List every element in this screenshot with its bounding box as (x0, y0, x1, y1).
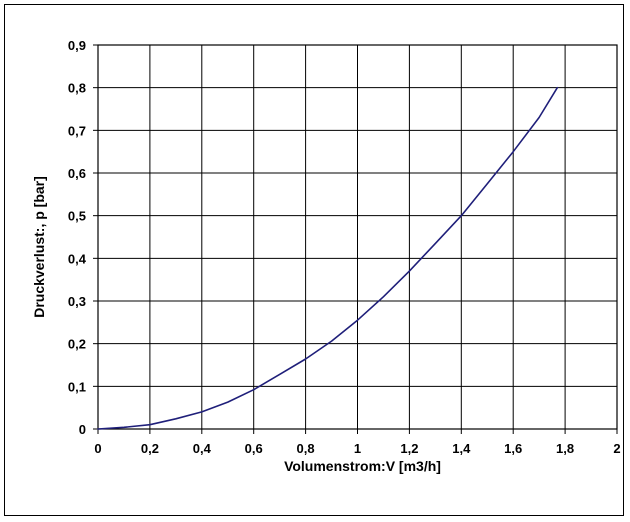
y-tick-label: 0,4 (68, 251, 87, 266)
x-tick-label: 0 (94, 441, 101, 456)
y-tick-label: 0,6 (68, 166, 86, 181)
x-tick-label: 0,6 (245, 441, 263, 456)
x-tick-label: 0,4 (193, 441, 212, 456)
y-tick-label: 0,5 (68, 209, 86, 224)
x-tick-label: 1 (354, 441, 361, 456)
grid (93, 44, 618, 434)
x-axis-title: Volumenstrom:V [m3/h] (284, 458, 441, 474)
x-tick-label: 0,2 (141, 441, 159, 456)
y-tick-label: 0,9 (68, 38, 86, 53)
y-tick-label: 0,2 (68, 337, 86, 352)
y-tick-label: 0,3 (68, 294, 86, 309)
chart-frame (4, 4, 624, 516)
x-tick-label: 1,8 (556, 441, 574, 456)
x-tick-label: 1,6 (504, 441, 522, 456)
x-tick-label: 2 (613, 441, 620, 456)
y-tick-label: 0 (79, 422, 86, 437)
y-tick-label: 0,8 (68, 81, 86, 96)
y-tick-label: 0,1 (68, 379, 86, 394)
y-axis-title: Druckverlust:, p [bar] (31, 176, 47, 318)
series-layer (97, 86, 559, 430)
x-tick-label: 0,8 (297, 441, 315, 456)
x-tick-label: 1,2 (400, 441, 418, 456)
tick-labels: 0 0,2 0,4 0,6 0,8 1 1,2 1,4 1,6 1,8 2 0 0,1 0,2 0,3 0,4… (68, 38, 621, 456)
plot-area-border (97, 44, 618, 430)
x-tick-label: 1,4 (452, 441, 471, 456)
series-line (97, 86, 559, 430)
y-tick-label: 0,7 (68, 123, 86, 138)
